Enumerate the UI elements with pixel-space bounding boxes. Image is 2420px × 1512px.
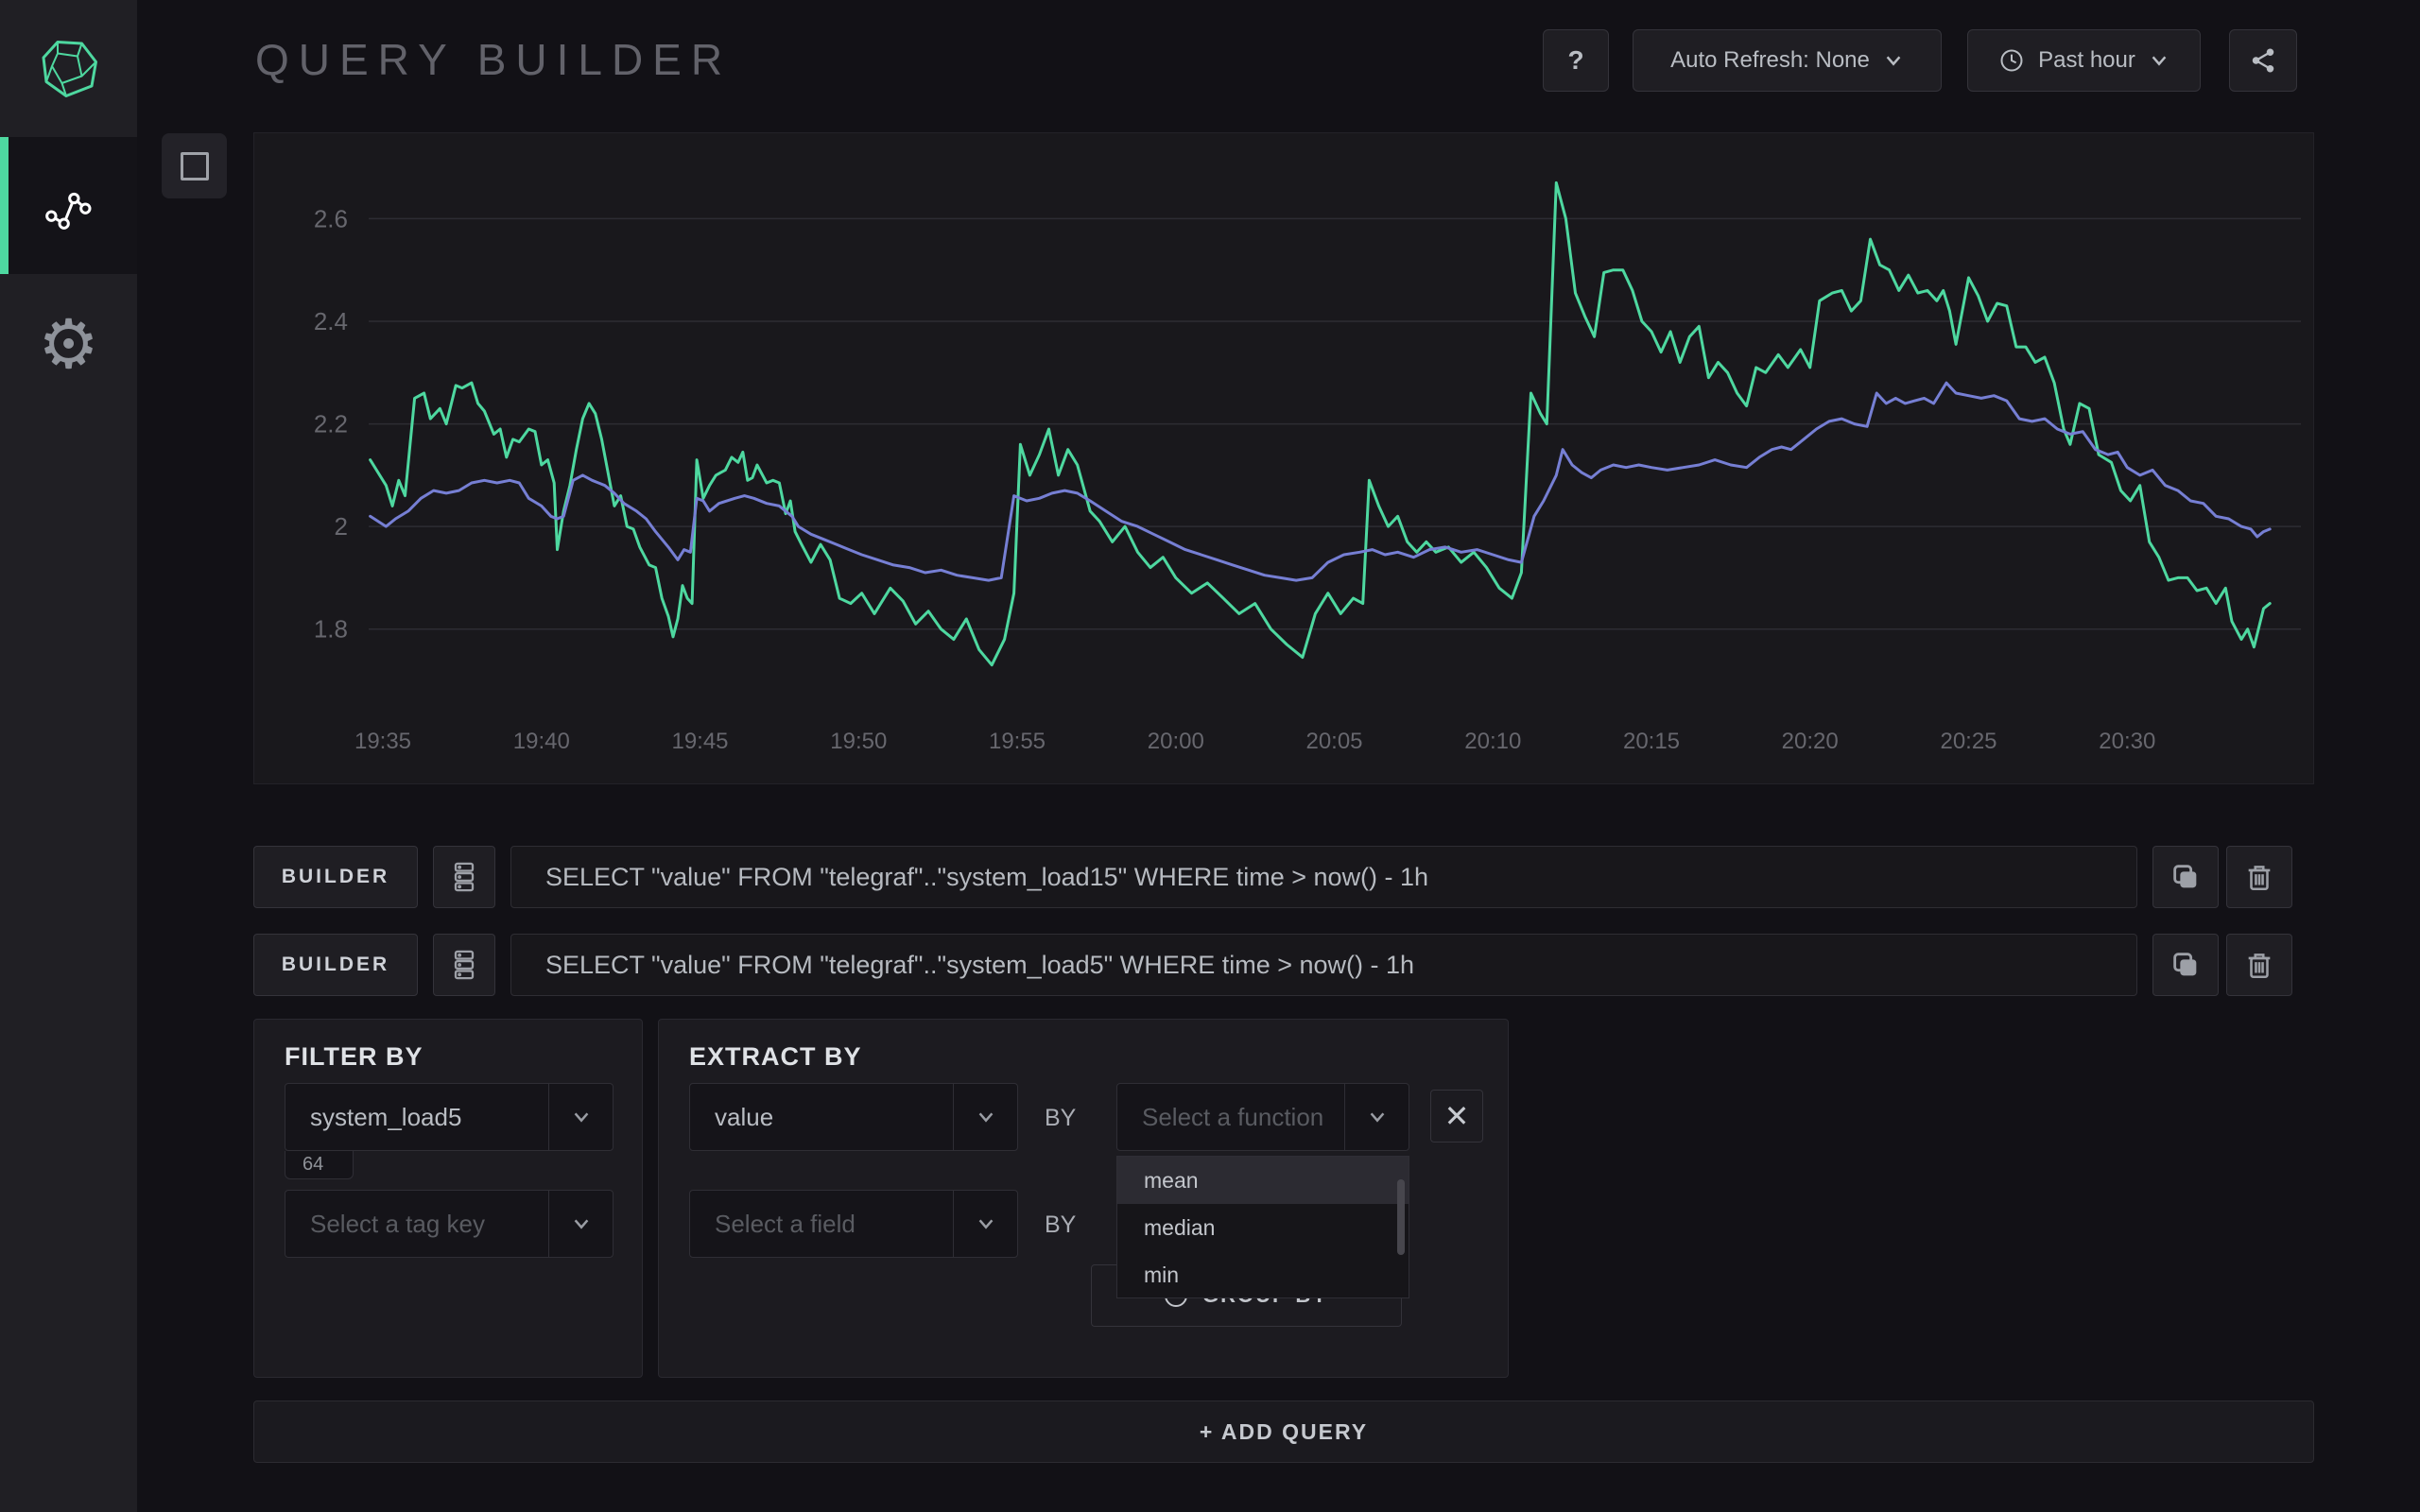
series-system_load15	[369, 381, 2272, 582]
chevron-down-icon	[2149, 50, 2169, 71]
query-sql: SELECT "value" FROM "telegraf".."system_…	[545, 862, 1429, 891]
field-dropdown[interactable]: value	[689, 1083, 1018, 1151]
svg-text:20:00: 20:00	[1148, 729, 1204, 754]
svg-text:19:35: 19:35	[354, 729, 411, 754]
measurement-value: system_load5	[310, 1102, 462, 1131]
help-button[interactable]: ?	[1543, 29, 1609, 92]
svg-text:2.4: 2.4	[314, 307, 348, 335]
add-query-button[interactable]: + ADD QUERY	[253, 1400, 2314, 1463]
checkbox-icon	[180, 151, 209, 180]
query-source-button[interactable]	[433, 934, 495, 996]
menu-item-median[interactable]: median	[1144, 1214, 1216, 1240]
svg-text:20:05: 20:05	[1305, 729, 1362, 754]
svg-text:20:25: 20:25	[1940, 729, 1996, 754]
svg-text:19:50: 19:50	[830, 729, 887, 754]
database-icon	[454, 950, 475, 980]
time-range-label: Past hour	[2038, 47, 2135, 73]
share-button[interactable]	[2229, 29, 2297, 92]
copy-query-button[interactable]	[2152, 934, 2219, 996]
sidebar: ⚙	[0, 0, 137, 1512]
tag-key-placeholder: Select a tag key	[310, 1209, 485, 1238]
svg-text:20:20: 20:20	[1782, 729, 1839, 754]
svg-text:20:15: 20:15	[1623, 729, 1680, 754]
filter-by-card: FILTER BY system_load5 64 Select a tag k…	[253, 1019, 643, 1378]
menu-scrollbar[interactable]	[1397, 1179, 1405, 1255]
chevron-down-icon	[571, 1213, 592, 1234]
polyhedron-logo-icon	[35, 35, 103, 103]
dropdown-caret[interactable]	[953, 1191, 1017, 1257]
clock-icon	[1998, 47, 2025, 74]
by-label: BY	[1045, 1105, 1077, 1131]
add-query-label: + ADD QUERY	[1199, 1418, 1369, 1444]
time-range-dropdown[interactable]: Past hour	[1967, 29, 2201, 92]
trash-icon	[2248, 954, 2271, 979]
field-dropdown-2[interactable]: Select a field	[689, 1190, 1018, 1258]
builder-label: BUILDER	[281, 954, 390, 975]
sidebar-item-settings[interactable]: ⚙	[0, 274, 137, 413]
active-indicator	[0, 137, 9, 274]
svg-text:19:55: 19:55	[989, 729, 1046, 754]
query-text[interactable]: SELECT "value" FROM "telegraf".."system_…	[510, 846, 2137, 908]
svg-text:2.2: 2.2	[314, 410, 348, 438]
chevron-down-icon	[976, 1213, 996, 1234]
menu-item-mean[interactable]: mean	[1117, 1157, 1409, 1204]
dropdown-caret[interactable]	[548, 1191, 613, 1257]
chevron-down-icon	[1367, 1107, 1388, 1127]
svg-text:2.6: 2.6	[314, 204, 348, 232]
share-icon	[2252, 48, 2274, 73]
sidebar-item-graph[interactable]	[0, 137, 137, 274]
dropdown-caret[interactable]	[548, 1084, 613, 1150]
field-value: value	[715, 1102, 774, 1131]
chevron-down-icon	[1883, 50, 1904, 71]
copy-icon	[2173, 953, 2197, 976]
field-placeholder: Select a field	[715, 1209, 856, 1238]
extract-by-heading: EXTRACT BY	[689, 1042, 862, 1071]
dropdown-caret[interactable]	[953, 1084, 1017, 1150]
query-text[interactable]: SELECT "value" FROM "telegraf".."system_…	[510, 934, 2137, 996]
builder-label: BUILDER	[281, 866, 390, 887]
auto-refresh-label: Auto Refresh: None	[1670, 47, 1870, 73]
close-icon: ✕	[1443, 1099, 1470, 1133]
builder-button[interactable]: BUILDER	[253, 846, 418, 908]
svg-text:1.8: 1.8	[314, 615, 348, 644]
svg-text:2: 2	[335, 512, 348, 541]
measurement-count-badge: 64	[285, 1151, 354, 1179]
chevron-down-icon	[571, 1107, 592, 1127]
close-button[interactable]: ✕	[1430, 1090, 1483, 1143]
builder-button[interactable]: BUILDER	[253, 934, 418, 996]
chart-panel	[253, 132, 2314, 784]
delete-query-button[interactable]	[2226, 934, 2292, 996]
auto-refresh-dropdown[interactable]: Auto Refresh: None	[1633, 29, 1942, 92]
function-menu: mean median min	[1116, 1156, 1409, 1298]
chart-select-checkbox[interactable]	[162, 133, 227, 198]
chevron-down-icon	[976, 1107, 996, 1127]
function-dropdown[interactable]: Select a function	[1116, 1083, 1409, 1151]
copy-query-button[interactable]	[2152, 846, 2219, 908]
line-graph-icon	[39, 176, 99, 236]
sidebar-logo[interactable]	[0, 0, 137, 137]
gear-icon: ⚙	[38, 303, 99, 384]
by-label: BY	[1045, 1211, 1077, 1238]
trash-icon	[2248, 866, 2271, 891]
svg-text:19:45: 19:45	[671, 729, 728, 754]
copy-icon	[2173, 865, 2197, 888]
menu-item-min[interactable]: min	[1144, 1262, 1180, 1287]
load-chart[interactable]: 2.6 2.4 2.2 2 1.8 19:35 19:40 19:45 19:50 19:55 20…	[253, 132, 2314, 784]
question-mark-icon: ?	[1567, 45, 1584, 75]
svg-text:20:10: 20:10	[1464, 729, 1521, 754]
database-icon	[454, 862, 475, 892]
filter-by-heading: FILTER BY	[285, 1042, 424, 1071]
delete-query-button[interactable]	[2226, 846, 2292, 908]
query-sql: SELECT "value" FROM "telegraf".."system_…	[545, 950, 1415, 979]
extract-by-card: EXTRACT BY value BY Select a field BY GR…	[658, 1019, 1509, 1378]
page-title: QUERY BUILDER	[255, 35, 733, 84]
function-placeholder: Select a function	[1142, 1102, 1324, 1131]
tag-key-dropdown[interactable]: Select a tag key	[285, 1190, 614, 1258]
query-source-button[interactable]	[433, 846, 495, 908]
svg-text:19:40: 19:40	[513, 729, 570, 754]
svg-text:20:30: 20:30	[2099, 729, 2155, 754]
dropdown-caret[interactable]	[1344, 1084, 1409, 1150]
measurement-dropdown[interactable]: system_load5	[285, 1083, 614, 1151]
